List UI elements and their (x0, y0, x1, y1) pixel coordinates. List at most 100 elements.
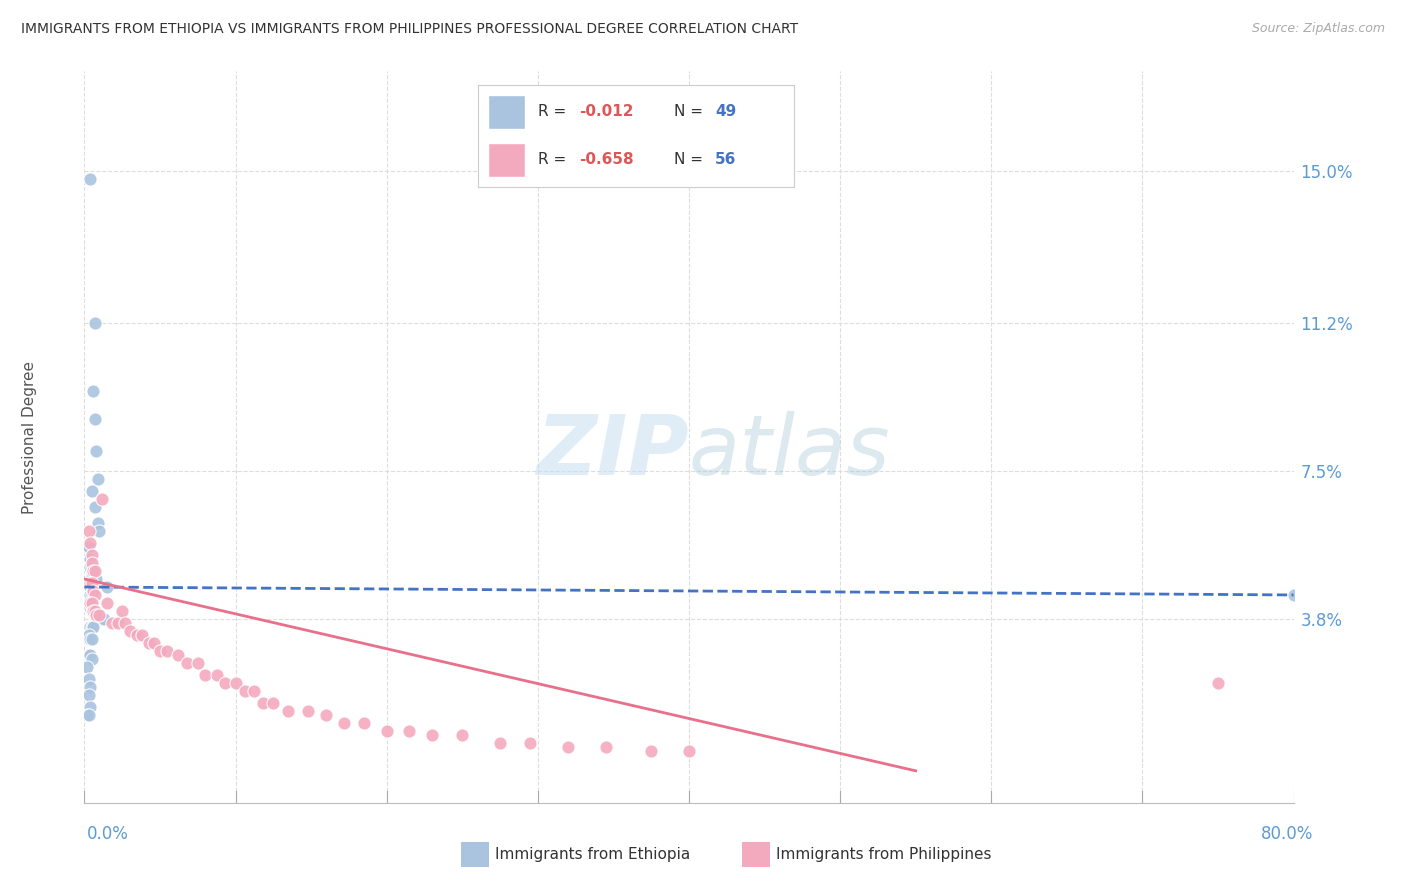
Point (242, 684, 264, 698)
Point (262, 696, 284, 710)
Point (149, 644, 172, 658)
Point (82, 591, 104, 606)
Point (207, 668, 229, 682)
Text: atlas: atlas (689, 411, 890, 492)
Point (678, 744, 700, 758)
Point (187, 656, 209, 670)
Point (76, 707, 98, 722)
Point (353, 715, 375, 730)
Point (79, 560, 101, 574)
Point (77, 672, 100, 686)
Point (194, 668, 217, 682)
Point (87, 607, 110, 622)
Point (233, 684, 256, 698)
Point (1206, 676, 1229, 690)
Point (398, 723, 420, 738)
Point (79, 576, 101, 591)
Text: -0.658: -0.658 (579, 153, 634, 167)
Point (214, 676, 236, 690)
Text: 56: 56 (716, 153, 737, 167)
Point (156, 644, 179, 658)
Point (80, 620, 103, 634)
Point (79, 536, 101, 550)
Point (138, 636, 160, 650)
Point (82, 620, 104, 634)
Point (80, 588, 103, 602)
Point (167, 648, 190, 662)
Point (93, 612, 115, 626)
Point (96, 580, 118, 594)
Point (90, 612, 112, 626)
Text: R =: R = (538, 103, 571, 119)
Point (142, 636, 165, 650)
Point (333, 715, 356, 730)
Point (489, 736, 512, 750)
Point (77, 648, 100, 662)
Text: 0.0%: 0.0% (87, 825, 129, 843)
Point (96, 596, 118, 610)
Point (107, 615, 129, 630)
Point (86, 572, 108, 586)
Text: N =: N = (675, 153, 709, 167)
Point (420, 728, 443, 742)
Point (84, 604, 107, 618)
Point (277, 704, 299, 718)
Point (77, 688, 100, 702)
Point (225, 676, 247, 690)
Point (77, 620, 100, 634)
Text: -0.012: -0.012 (579, 103, 634, 119)
Point (87, 516, 110, 530)
Point (80, 556, 103, 570)
Point (79, 699, 101, 714)
Point (176, 656, 198, 670)
Point (297, 704, 319, 718)
Point (82, 604, 104, 618)
Point (82, 568, 104, 582)
Bar (488, 144, 526, 177)
Point (87, 472, 110, 486)
Point (79, 172, 101, 186)
Text: R =: R = (538, 153, 571, 167)
Point (84, 500, 107, 514)
Point (252, 696, 274, 710)
Point (82, 384, 104, 398)
Point (82, 584, 104, 599)
Point (77, 707, 100, 722)
Point (76, 540, 98, 554)
Point (80, 632, 103, 646)
Point (80, 596, 103, 610)
Point (86, 607, 108, 622)
Point (84, 316, 107, 330)
Point (80, 560, 103, 574)
Point (315, 707, 337, 722)
Point (79, 648, 101, 662)
Point (82, 564, 104, 578)
Point (451, 728, 474, 742)
Point (595, 739, 617, 754)
Point (80, 548, 103, 562)
Text: ZIP: ZIP (536, 411, 689, 492)
Text: IMMIGRANTS FROM ETHIOPIA VS IMMIGRANTS FROM PHILIPPINES PROFESSIONAL DEGREE CORR: IMMIGRANTS FROM ETHIOPIA VS IMMIGRANTS F… (21, 22, 799, 37)
Text: Source: ZipAtlas.com: Source: ZipAtlas.com (1251, 22, 1385, 36)
Point (79, 680, 101, 694)
Point (84, 564, 107, 578)
Point (77, 599, 100, 614)
Point (640, 744, 662, 758)
Point (79, 580, 101, 594)
Point (131, 628, 153, 642)
Point (80, 599, 103, 614)
Point (84, 412, 107, 426)
Point (519, 736, 541, 750)
Point (91, 491, 114, 506)
Point (114, 615, 136, 630)
Point (89, 524, 111, 538)
Point (77, 540, 100, 554)
Bar (488, 95, 526, 128)
Point (100, 615, 122, 630)
Point (111, 604, 134, 618)
Point (80, 483, 103, 498)
Point (79, 599, 101, 614)
Point (86, 444, 108, 458)
Point (80, 652, 103, 666)
Point (77, 580, 100, 594)
